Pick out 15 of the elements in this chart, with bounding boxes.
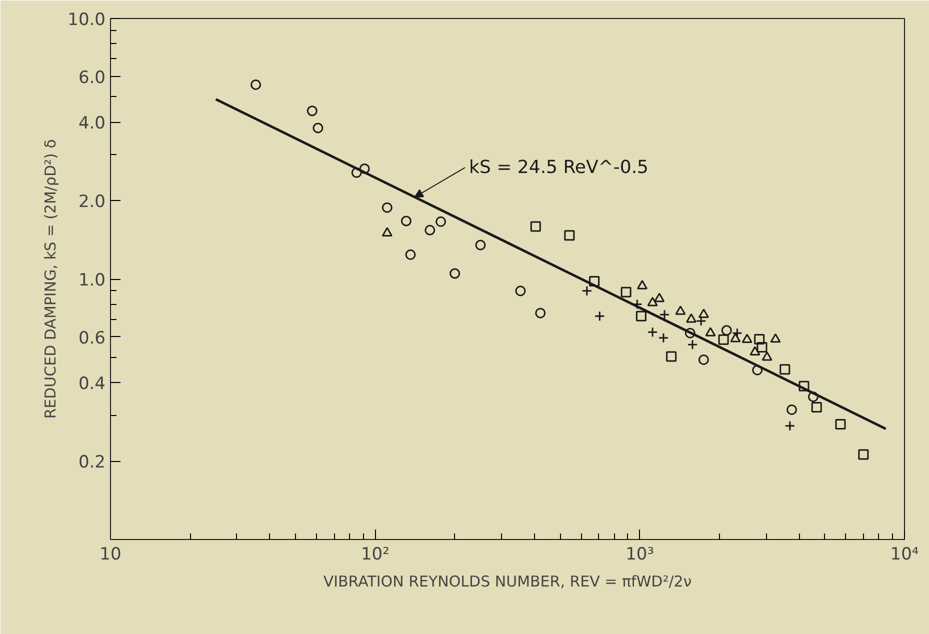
x-tick-label: 10 (100, 544, 122, 564)
y-tick-label: 6.0 (78, 68, 106, 88)
x-tick-label: 10⁴ (890, 544, 919, 564)
y-tick-label: 0.6 (78, 328, 106, 348)
y-tick-label: 4.0 (78, 114, 106, 134)
x-tick-label: 10² (360, 544, 390, 564)
y-tick-label: 0.2 (78, 452, 106, 473)
x-tick-label: 10³ (626, 544, 654, 564)
y-tick-label: 1.0 (78, 270, 106, 290)
annotation: kS = 24.5 ReV^-0.5 (469, 157, 649, 178)
y-tick-label: 0.4 (78, 374, 106, 394)
y-tick-label: 10.0 (68, 10, 106, 30)
y-tick-label: 2.0 (78, 192, 106, 212)
y-axis-title: REDUCED DAMPING, kS = (2M/ρD²) δ (42, 139, 60, 419)
x-axis-title: VIBRATION REYNOLDS NUMBER, REV = πfWD²/2ν (323, 572, 692, 590)
